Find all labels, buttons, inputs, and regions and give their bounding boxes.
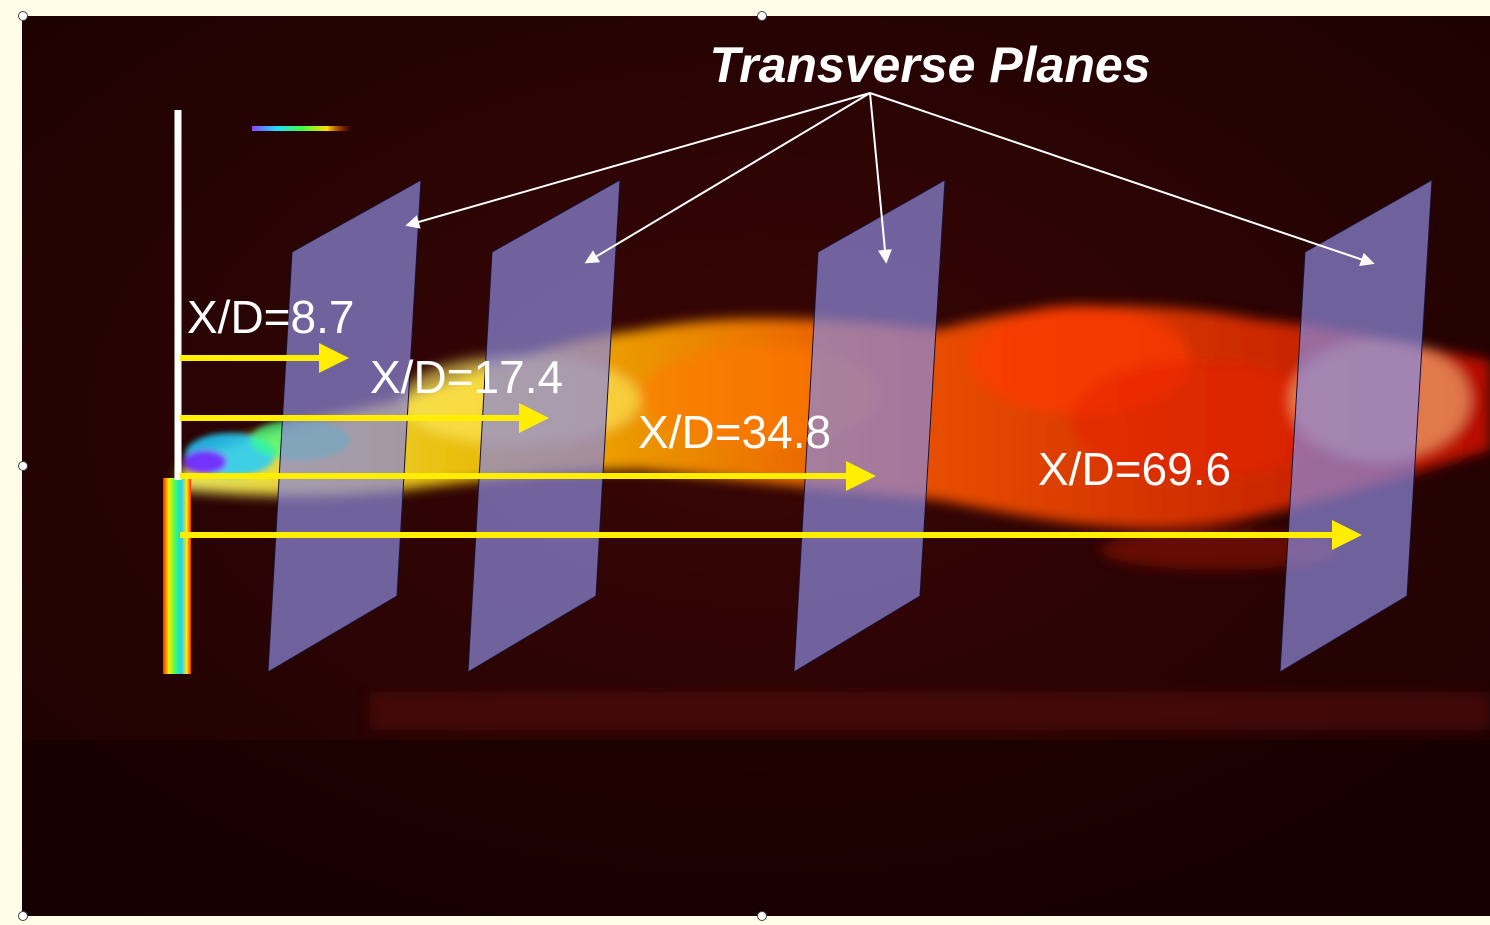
- diagram-title: Transverse Planes: [709, 37, 1150, 93]
- resize-handle-top-left[interactable]: [18, 11, 28, 21]
- pointer-arrow-2: [584, 92, 871, 264]
- floor-dark: [22, 740, 1490, 916]
- colorbar-strip: [252, 126, 352, 131]
- pointer-arrow-1: [405, 92, 871, 229]
- station-label-1: X/D=8.7: [187, 291, 355, 343]
- floor-glow: [370, 692, 1490, 730]
- resize-handle-middle-left[interactable]: [18, 461, 28, 471]
- pointer-arrow-4: [869, 92, 1375, 267]
- station-label-2: X/D=17.4: [370, 351, 563, 403]
- station-label-3: X/D=34.8: [638, 406, 831, 458]
- resize-handle-top-center[interactable]: [757, 11, 767, 21]
- injector-nozzle: [163, 478, 191, 674]
- resize-handle-bottom-left[interactable]: [18, 911, 28, 921]
- station-label-4: X/D=69.6: [1038, 443, 1231, 495]
- resize-handle-bottom-center[interactable]: [757, 911, 767, 921]
- pointer-arrow-3: [869, 92, 892, 264]
